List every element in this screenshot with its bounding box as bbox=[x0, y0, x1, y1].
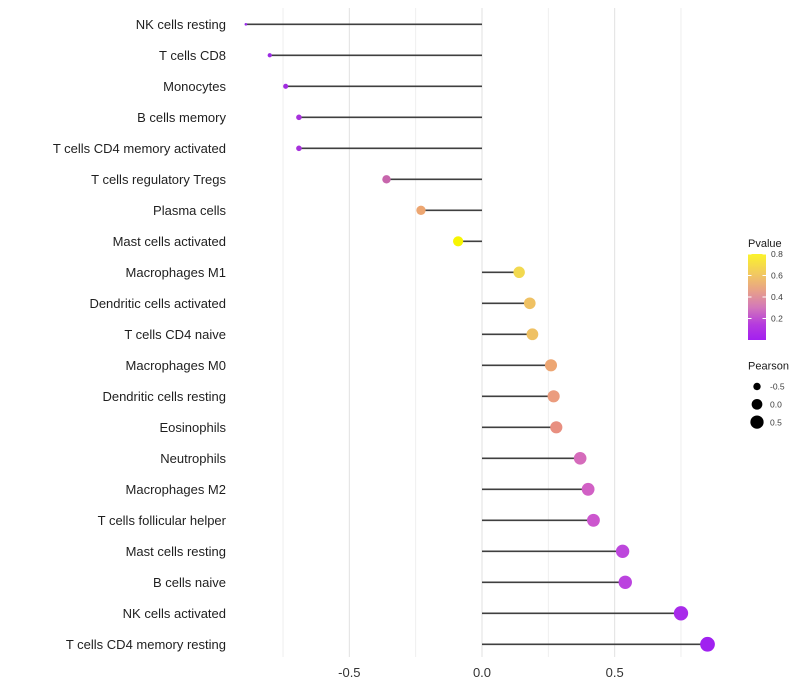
lollipop-dot bbox=[296, 114, 302, 121]
pearson-legend-dot bbox=[753, 382, 761, 391]
lollipop-dot bbox=[586, 513, 600, 527]
x-axis-tick-label: 0.0 bbox=[473, 665, 491, 680]
category-label: T cells CD4 naive bbox=[124, 327, 226, 342]
lollipop-dot bbox=[550, 421, 563, 434]
category-label: T cells CD4 memory resting bbox=[66, 637, 226, 652]
pearson-legend-label: 0.0 bbox=[770, 400, 782, 410]
lollipop-dot bbox=[296, 145, 302, 152]
category-label: T cells CD8 bbox=[159, 48, 226, 63]
category-label: NK cells activated bbox=[123, 606, 226, 621]
pearson-legend-dot bbox=[751, 398, 763, 410]
lollipop-dot bbox=[700, 636, 715, 652]
pvalue-legend-title: Pvalue bbox=[748, 238, 782, 250]
lollipop-dot bbox=[573, 451, 587, 465]
category-label: NK cells resting bbox=[136, 17, 226, 32]
category-label: Macrophages M2 bbox=[126, 482, 226, 497]
category-label: Mast cells activated bbox=[113, 234, 226, 249]
pvalue-colorbar bbox=[748, 254, 766, 340]
lollipop-dot bbox=[526, 328, 539, 341]
pearson-legend-title: Pearson bbox=[748, 361, 789, 373]
category-label: T cells follicular helper bbox=[98, 513, 227, 528]
lollipop-dot bbox=[615, 544, 630, 558]
category-label: Plasma cells bbox=[153, 203, 226, 218]
lollipop-dot bbox=[544, 359, 558, 372]
pearson-legend-label: 0.5 bbox=[770, 417, 782, 427]
category-label: Monocytes bbox=[163, 79, 226, 94]
lollipop-dot bbox=[523, 297, 536, 310]
category-label: B cells memory bbox=[137, 110, 226, 125]
lollipop-dot bbox=[581, 482, 595, 496]
lollipop-dot bbox=[382, 175, 391, 184]
category-label: T cells CD4 memory activated bbox=[53, 141, 226, 156]
lollipop-dot bbox=[283, 83, 289, 89]
pearson-legend-label: -0.5 bbox=[770, 382, 785, 392]
category-label: B cells naive bbox=[153, 575, 226, 590]
category-label: T cells regulatory Tregs bbox=[91, 172, 226, 187]
lollipop-dot bbox=[244, 22, 248, 26]
pvalue-colorbar-tick-label: 0.2 bbox=[771, 314, 783, 324]
category-label: Neutrophils bbox=[160, 451, 226, 466]
lollipop-dot bbox=[618, 575, 632, 590]
pvalue-colorbar-tick-label: 0.4 bbox=[771, 292, 783, 302]
lollipop-dot bbox=[416, 205, 426, 215]
pearson-legend-dot bbox=[750, 415, 764, 429]
lollipop-dot bbox=[267, 53, 272, 58]
category-label: Mast cells resting bbox=[126, 544, 226, 559]
lollipop-dot bbox=[513, 266, 525, 279]
category-label: Dendritic cells resting bbox=[102, 389, 226, 404]
category-label: Macrophages M1 bbox=[126, 265, 226, 280]
pvalue-colorbar-tick-label: 0.8 bbox=[771, 249, 783, 259]
x-axis-tick-label: -0.5 bbox=[338, 665, 360, 680]
lollipop-dot bbox=[453, 236, 464, 247]
category-label: Macrophages M0 bbox=[126, 358, 226, 373]
lollipop-dot bbox=[547, 390, 560, 403]
category-label: Eosinophils bbox=[160, 420, 227, 435]
lollipop-dot bbox=[673, 606, 689, 621]
category-label: Dendritic cells activated bbox=[89, 296, 226, 311]
x-axis-tick-label: 0.5 bbox=[606, 665, 624, 680]
pvalue-colorbar-tick-label: 0.6 bbox=[771, 271, 783, 281]
